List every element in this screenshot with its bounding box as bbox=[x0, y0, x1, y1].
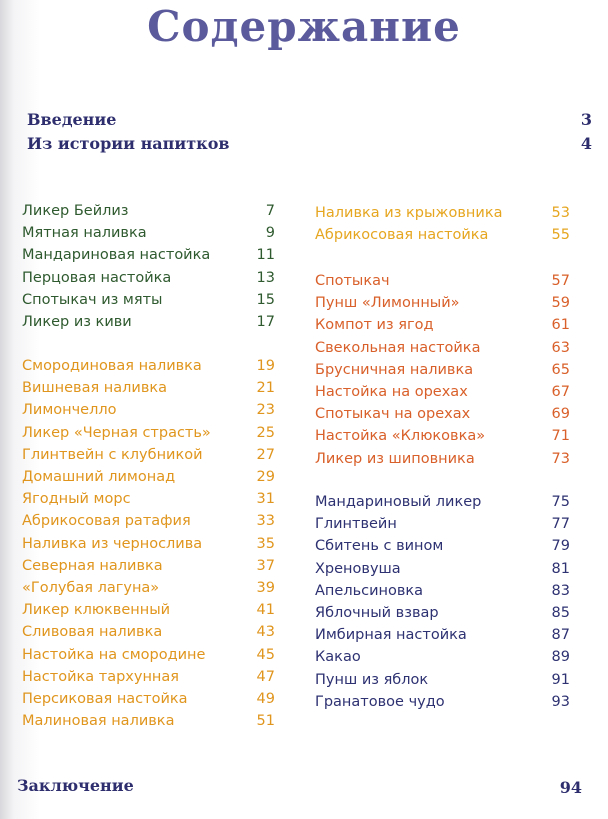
entry-page: 33 bbox=[256, 513, 275, 530]
entry-label: Апельсиновка bbox=[315, 582, 424, 599]
entry-page: 67 bbox=[551, 384, 570, 400]
entry-page: 79 bbox=[551, 538, 570, 555]
conclusion-label: Заключение bbox=[17, 776, 134, 795]
entry-page: 91 bbox=[551, 671, 570, 688]
entry-page: 81 bbox=[551, 560, 570, 577]
entry-label: Малиновая наливка bbox=[22, 713, 175, 730]
entry-label: Смородиновая наливка bbox=[22, 358, 202, 374]
entry-label: Хреновуша bbox=[315, 560, 401, 577]
entry-page: 41 bbox=[256, 602, 275, 619]
entry-label: Мандариновая настойка bbox=[22, 247, 211, 264]
intro-page: 4 bbox=[580, 134, 592, 153]
entry-label: Спотыкач из мяты bbox=[22, 291, 163, 308]
entry-label: Имбирная настойка bbox=[315, 627, 467, 644]
entry-page: 43 bbox=[256, 624, 275, 641]
entry-label: Северная наливка bbox=[22, 557, 163, 574]
entry-label: Свекольная настойка bbox=[315, 339, 481, 356]
conclusion-page: 94 bbox=[559, 778, 582, 797]
entry-page: 57 bbox=[551, 273, 570, 289]
entry-page: 73 bbox=[551, 450, 570, 467]
entry-label: Гранатовое чудо bbox=[315, 693, 445, 710]
entry-label: Сливовая наливка bbox=[22, 624, 163, 641]
entry-label: Настойка «Клюковка» bbox=[315, 428, 486, 445]
entry-label: Пунш «Лимонный» bbox=[315, 295, 460, 312]
entry-label: Настойка тархунная bbox=[22, 668, 180, 685]
entry-page: 93 bbox=[551, 693, 570, 710]
entry-page: 39 bbox=[256, 580, 275, 596]
entry-label: Вишневая наливка bbox=[22, 380, 168, 397]
entry-label: Наливка из крыжовника bbox=[315, 205, 503, 221]
entry-label: Перцовая настойка bbox=[22, 269, 172, 286]
entry-label: Настойка на смородине bbox=[22, 646, 206, 663]
entry-page: 59 bbox=[551, 295, 570, 312]
entry-page: 89 bbox=[551, 649, 570, 666]
entry-page: 37 bbox=[256, 557, 275, 574]
entry-page: 21 bbox=[256, 380, 275, 397]
intro-label: Введение bbox=[27, 110, 117, 129]
entry-label: Компот из ягод bbox=[315, 317, 434, 334]
entry-page: 31 bbox=[256, 491, 275, 508]
entry-page: 25 bbox=[256, 424, 275, 441]
entry-label: Спотыкач на орехах bbox=[315, 406, 471, 423]
entry-label: Персиковая настойка bbox=[22, 691, 188, 707]
entry-label: Ликер из шиповника bbox=[315, 450, 475, 467]
entry-label: Ликер «Черная страсть» bbox=[22, 424, 211, 441]
entry-label: Ликер из киви bbox=[22, 314, 132, 330]
entry-page: 47 bbox=[256, 668, 275, 685]
entry-page: 15 bbox=[256, 291, 275, 308]
entry-page: 17 bbox=[256, 314, 275, 330]
entry-page: 61 bbox=[551, 317, 570, 334]
entry-page: 69 bbox=[551, 406, 570, 423]
entry-page: 85 bbox=[551, 605, 570, 621]
entry-label: Какао bbox=[315, 649, 361, 666]
entry-label: Наливка из чернослива bbox=[22, 535, 203, 552]
entry-page: 51 bbox=[256, 713, 275, 730]
entry-page: 9 bbox=[265, 225, 275, 242]
entry-page: 75 bbox=[551, 494, 570, 510]
entry-label: Спотыкач bbox=[315, 273, 390, 289]
entry-page: 23 bbox=[256, 402, 275, 419]
entry-label: Ликер клюквенный bbox=[22, 602, 171, 619]
entry-label: Яблочный взвар bbox=[315, 605, 439, 621]
entry-page: 13 bbox=[256, 269, 275, 286]
entry-page: 55 bbox=[551, 227, 570, 244]
entry-label: Пунш из яблок bbox=[315, 671, 429, 688]
entry-page: 29 bbox=[256, 469, 275, 485]
entry-label: Настойка на орехах bbox=[315, 384, 468, 400]
entry-label: Ликер Бейлиз bbox=[22, 203, 129, 219]
entry-page: 7 bbox=[265, 203, 275, 219]
entry-page: 35 bbox=[256, 535, 275, 552]
entry-label: «Голубая лагуна» bbox=[22, 580, 160, 596]
entry-label: Глинтвейн bbox=[315, 516, 397, 533]
entry-page: 65 bbox=[551, 361, 570, 378]
intro-page: 3 bbox=[580, 110, 592, 129]
entry-label: Мятная наливка bbox=[22, 225, 147, 242]
entry-page: 77 bbox=[551, 516, 570, 533]
entry-label: Мандариновый ликер bbox=[315, 494, 482, 510]
entry-page: 71 bbox=[551, 428, 570, 445]
entry-label: Глинтвейн с клубникой bbox=[22, 446, 203, 463]
entry-page: 53 bbox=[551, 205, 570, 221]
entry-page: 83 bbox=[551, 582, 570, 599]
entry-label: Сбитень с вином bbox=[315, 538, 444, 555]
entry-page: 27 bbox=[256, 446, 275, 463]
entry-label: Лимончелло bbox=[22, 402, 117, 419]
intro-label: Из истории напитков bbox=[27, 134, 230, 153]
entry-label: Домашний лимонад bbox=[22, 469, 176, 485]
entry-page: 19 bbox=[256, 358, 275, 374]
entry-page: 49 bbox=[256, 691, 275, 707]
entry-label: Ягодный морс bbox=[22, 491, 131, 508]
entry-page: 87 bbox=[551, 627, 570, 644]
title: Содержание bbox=[147, 2, 461, 51]
entry-page: 63 bbox=[551, 339, 570, 356]
entry-label: Абрикосовая ратафия bbox=[22, 513, 191, 530]
entry-page: 11 bbox=[256, 247, 275, 264]
entry-label: Абрикосовая настойка bbox=[315, 227, 489, 244]
entry-page: 45 bbox=[256, 646, 275, 663]
entry-label: Брусничная наливка bbox=[315, 361, 474, 378]
